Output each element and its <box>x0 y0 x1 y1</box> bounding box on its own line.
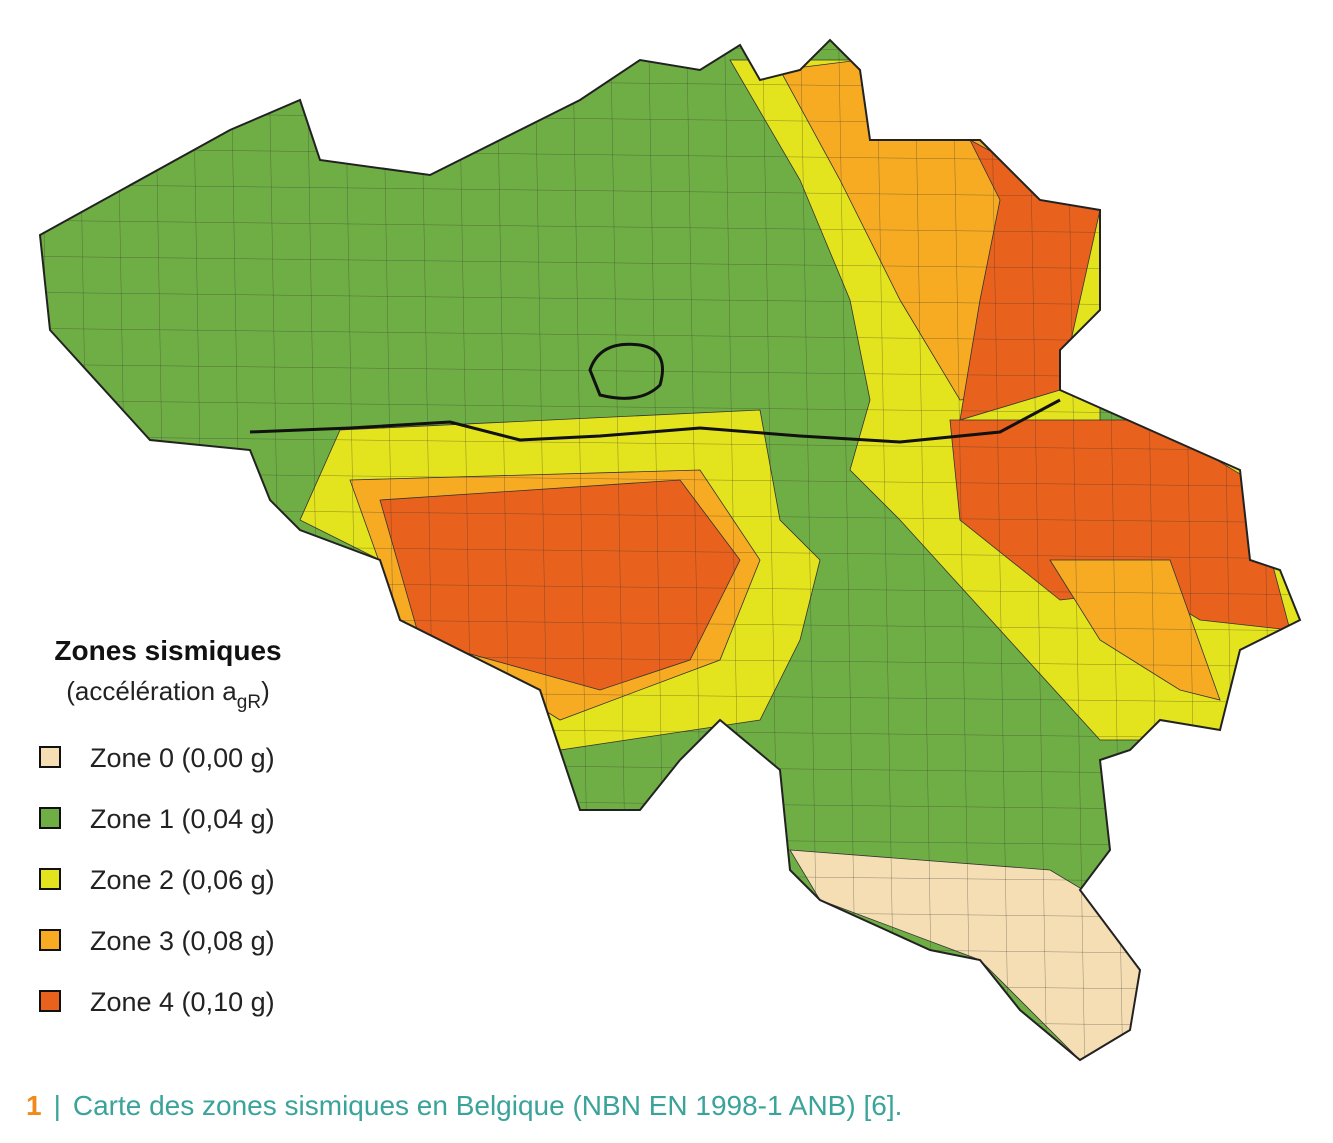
municipal-line <box>40 40 1300 56</box>
legend-swatch <box>39 929 61 951</box>
municipal-line <box>40 903 1300 920</box>
municipal-line <box>951 40 973 1060</box>
legend-title: Zones sismiques <box>54 635 281 666</box>
caption: 1 | Carte des zones sismiques en Belgique … <box>26 1090 902 1121</box>
legend-label: Zone 3 (0,08 g) <box>90 926 275 956</box>
subtitle-text: ) <box>261 676 270 706</box>
legend-label: Zone 2 (0,06 g) <box>90 865 275 895</box>
municipal-line <box>989 40 1011 1060</box>
country-border <box>38 38 1302 1062</box>
municipal-line <box>40 1047 1300 1060</box>
legend-swatch <box>39 868 61 890</box>
municipal-line <box>913 40 935 1060</box>
caption-number: 1 <box>26 1090 42 1121</box>
zone-region <box>1049 559 1221 701</box>
subtitle-text: (accélération a <box>66 676 237 706</box>
municipal-line <box>40 831 1300 848</box>
caption-separator: | <box>54 1090 61 1121</box>
municipal-line <box>1293 40 1300 1060</box>
caption-text: Carte des zones sismiques en Belgique (N… <box>73 1090 903 1121</box>
legend: Zone 0 (0,00 g) Zone 1 (0,04 g) Zone 2 (0,… <box>39 743 275 1017</box>
legend-swatch <box>39 746 61 768</box>
municipal-line <box>77 40 99 1060</box>
legend-swatch <box>39 990 61 1012</box>
municipal-line <box>40 40 61 1060</box>
brussels-border <box>588 342 664 400</box>
legend-label: Zone 1 (0,04 g) <box>90 804 275 834</box>
subtitle-subscript: gR <box>237 692 261 713</box>
legend-label: Zone 4 (0,10 g) <box>90 987 275 1017</box>
municipal-line <box>115 40 137 1060</box>
legend-subtitle: (accélération agR) <box>66 676 270 713</box>
region-border <box>249 398 1061 444</box>
legend-swatch <box>39 807 61 829</box>
municipal-line <box>40 435 1300 452</box>
legend-label: Zone 0 (0,00 g) <box>90 743 275 773</box>
